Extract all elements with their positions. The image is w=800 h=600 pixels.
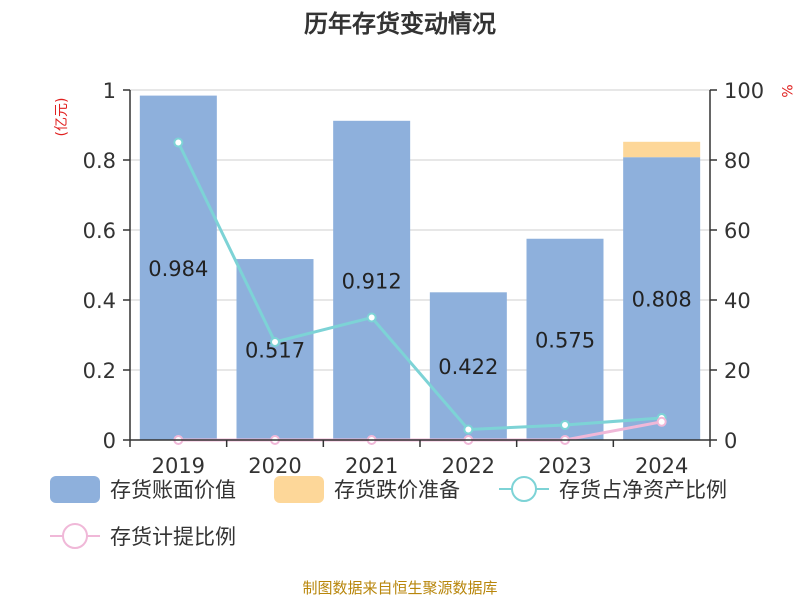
bars xyxy=(139,95,701,441)
gridlines xyxy=(130,89,710,371)
bar-label-2021: 0.912 xyxy=(342,269,402,293)
point-series-1-2020 xyxy=(270,337,280,347)
y-left-tick-label-5: 1 xyxy=(103,79,116,103)
y-right-tick-label-3: 60 xyxy=(724,219,751,243)
legend-marker-4 xyxy=(62,523,88,549)
point-series-1-2019 xyxy=(173,137,184,148)
legend-label-2: 存货跌价准备 xyxy=(334,478,460,502)
axes: 0 0.2 0.4 0.6 0.8 1 0 20 40 60 80 100 2019 2020 2021 20… xyxy=(54,79,794,478)
x-tick-label-2021: 2021 xyxy=(345,454,398,478)
y-right-tick-label-4: 80 xyxy=(724,149,751,173)
y-left-tick-label-3: 0.6 xyxy=(83,219,116,243)
y-left-tick-label-2: 0.4 xyxy=(83,289,116,313)
point-series-1-2021 xyxy=(366,312,377,323)
y-right-tick-label-1: 20 xyxy=(724,359,751,383)
y-left-tick-label-1: 0.2 xyxy=(83,359,116,383)
bar-book-value-2024 xyxy=(623,157,701,440)
bar-book-value-2019 xyxy=(139,95,217,440)
source-note: 制图数据来自恒生聚源数据库 xyxy=(302,579,497,597)
line-series-1 xyxy=(176,141,662,432)
bar-book-value-2023 xyxy=(526,238,604,440)
legend-label-3: 存货占净资产比例 xyxy=(559,478,727,502)
legend-label-1: 存货账面价值 xyxy=(110,478,236,502)
bar-impairment-2024 xyxy=(623,141,701,158)
chart-title: 历年存货变动情况 xyxy=(304,10,496,38)
y-right-tick-label-0: 0 xyxy=(724,429,737,453)
x-tick-label-2024: 2024 xyxy=(635,454,688,478)
legend-swatch-1 xyxy=(50,476,100,503)
bar-label-2024: 0.808 xyxy=(632,288,692,312)
y-left-unit: (亿元) xyxy=(54,98,70,137)
legend-label-4: 存货计提比例 xyxy=(110,525,236,549)
x-tick-label-2020: 2020 xyxy=(248,454,301,478)
y-left-tick-label-4: 0.8 xyxy=(83,149,116,173)
bar-label-2022: 0.422 xyxy=(438,355,498,379)
legend-swatch-2 xyxy=(274,476,324,503)
y-left-tick-label-0: 0 xyxy=(103,429,116,453)
point-series-2-2024 xyxy=(656,416,667,427)
x-tick-label-2019: 2019 xyxy=(152,454,205,478)
y-right-tick-label-5: 100 xyxy=(724,79,764,103)
point-series-1-2022 xyxy=(463,424,474,435)
x-tick-label-2023: 2023 xyxy=(538,454,591,478)
bar-book-value-2022 xyxy=(429,292,507,440)
bar-label-2019: 0.984 xyxy=(148,257,208,281)
point-series-1-2023 xyxy=(560,419,570,430)
y-right-tick-label-2: 40 xyxy=(724,289,751,313)
bar-label-2023: 0.575 xyxy=(535,328,595,352)
bar-book-value-2021 xyxy=(333,120,411,441)
y-right-unit: % xyxy=(778,84,794,97)
x-tick-label-2022: 2022 xyxy=(442,454,495,478)
legend-marker-3 xyxy=(511,476,537,502)
